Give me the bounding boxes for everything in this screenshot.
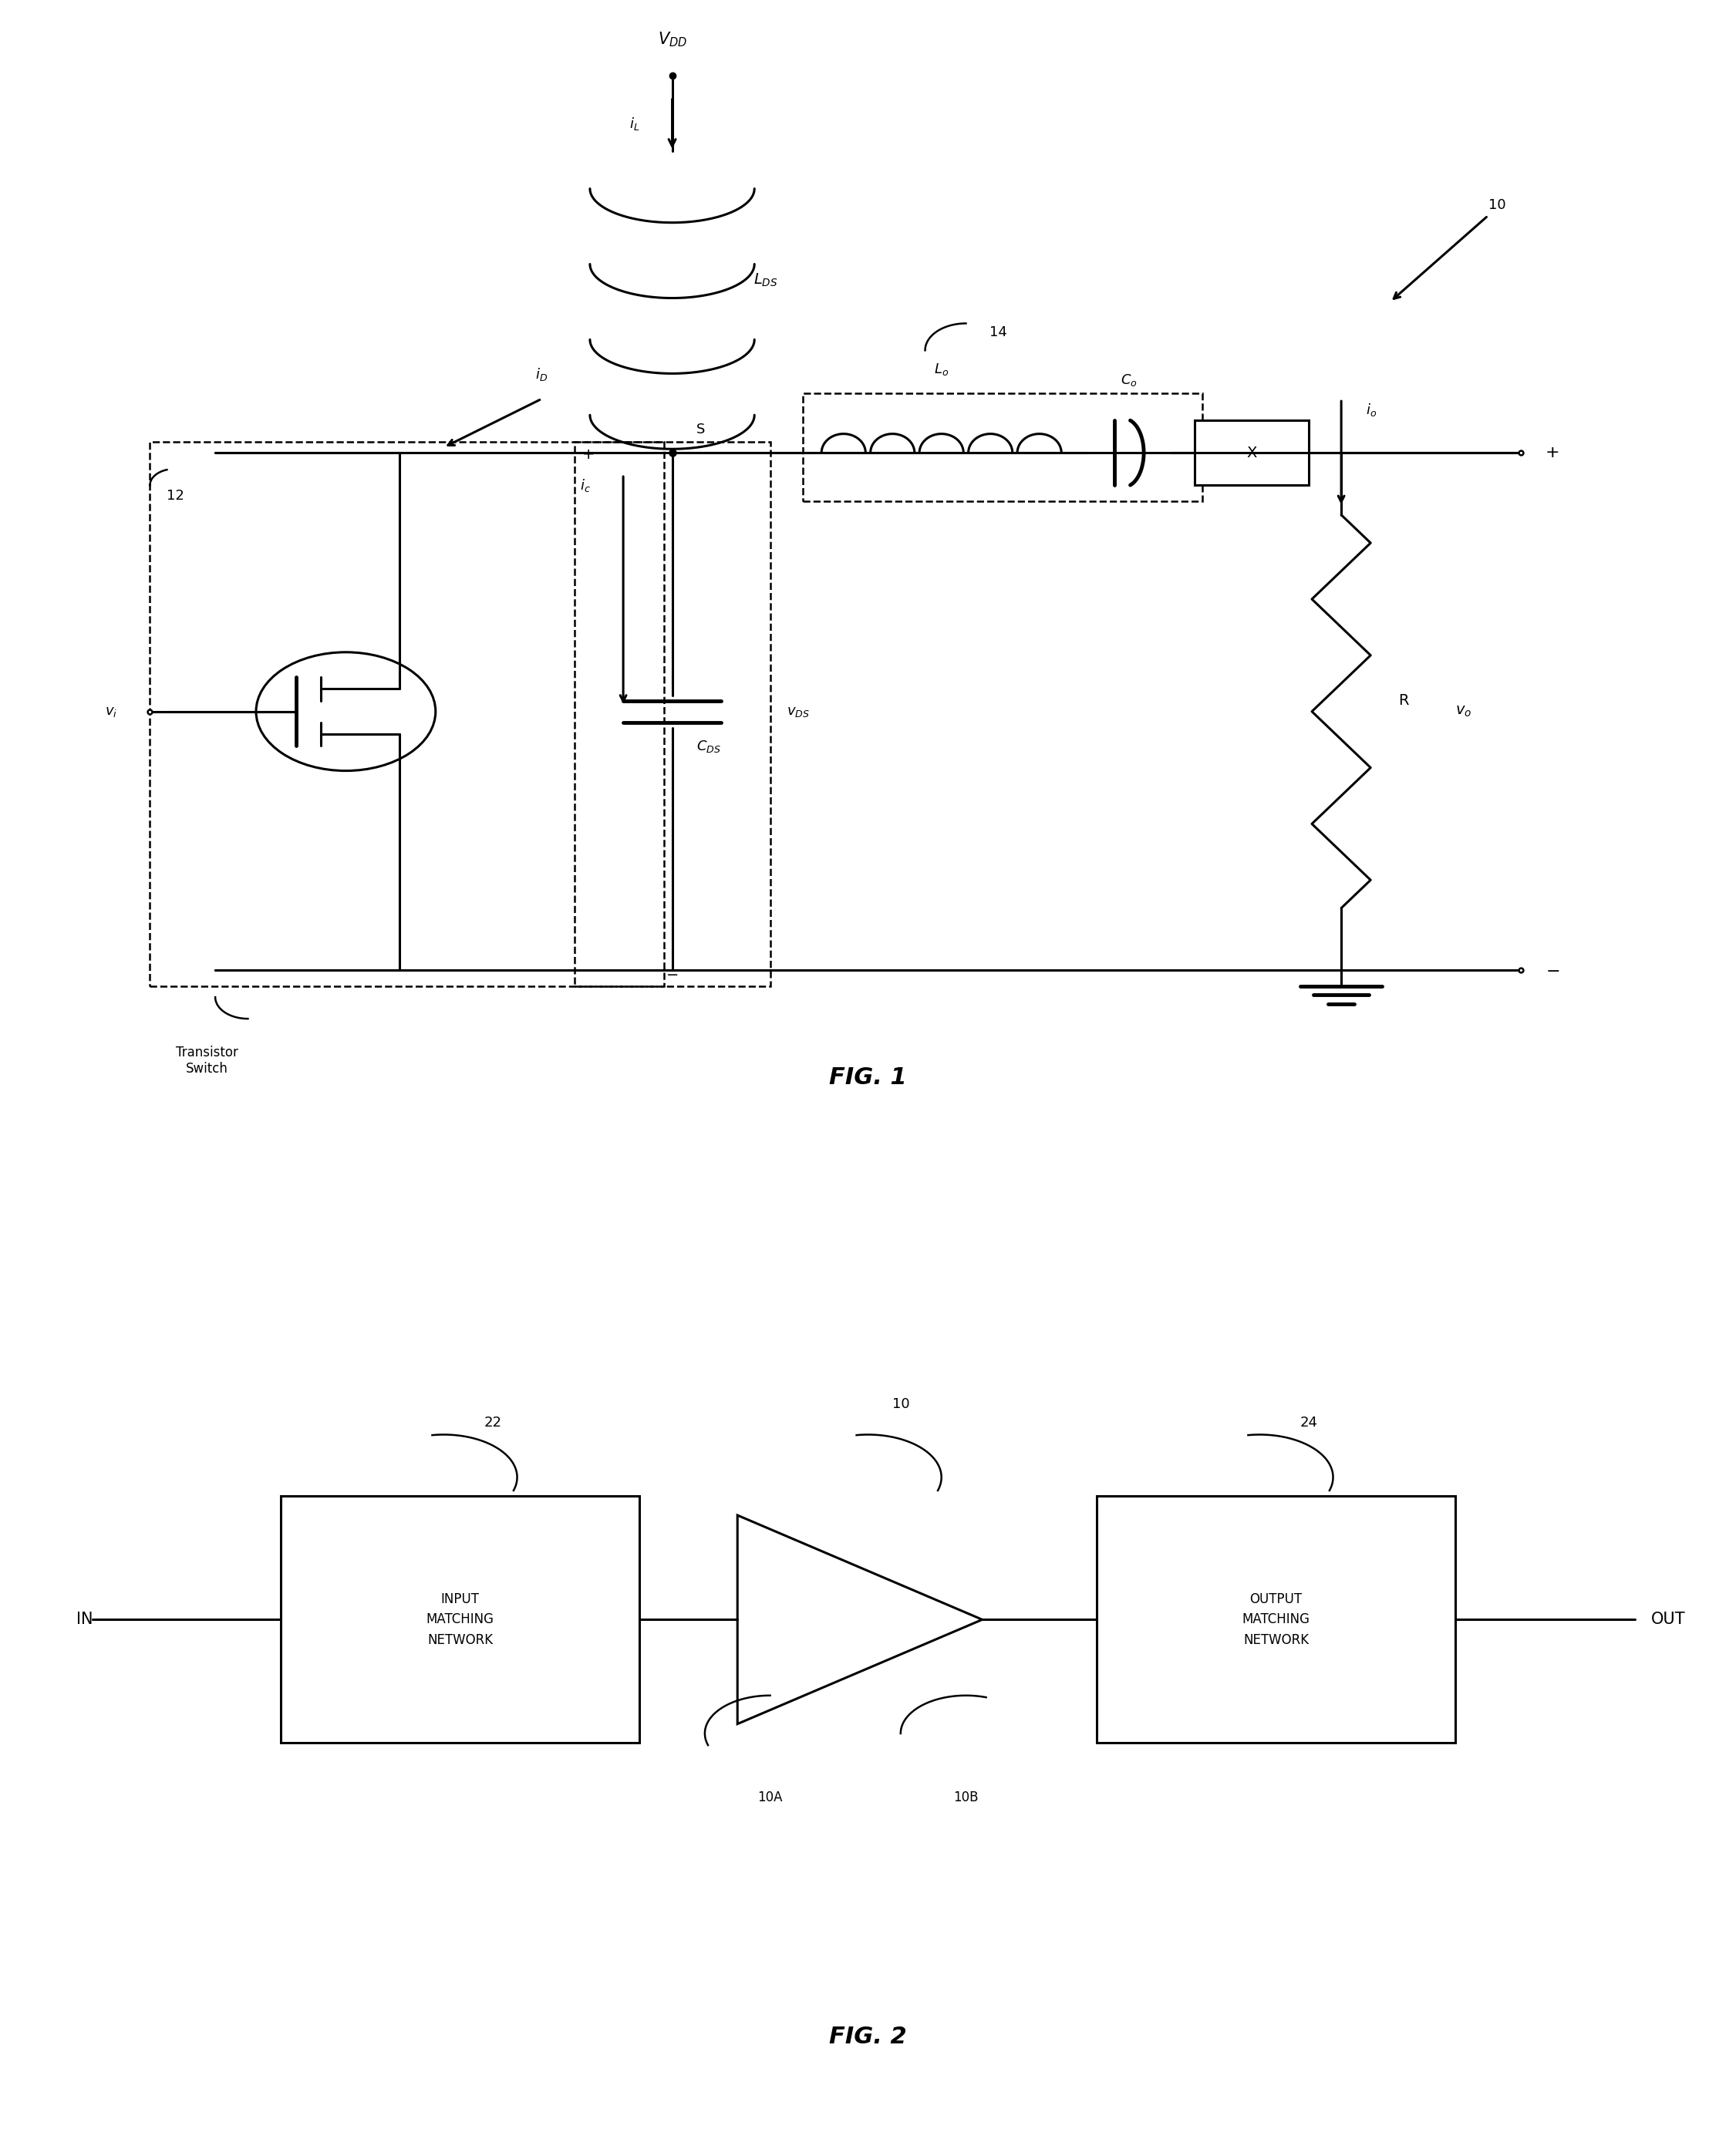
Text: 10A: 10A	[757, 1789, 783, 1805]
Text: $V_{DD}$: $V_{DD}$	[658, 30, 687, 47]
Text: $L_{DS}$: $L_{DS}$	[753, 272, 778, 289]
Text: $v_o$: $v_o$	[1455, 705, 1472, 718]
Text: 10B: 10B	[953, 1789, 979, 1805]
Text: $L_o$: $L_o$	[934, 362, 950, 377]
Text: 12: 12	[167, 489, 184, 502]
Text: $i_D$: $i_D$	[535, 367, 549, 384]
Text: OUTPUT
MATCHING
NETWORK: OUTPUT MATCHING NETWORK	[1241, 1593, 1311, 1647]
Text: R: R	[1397, 694, 1408, 707]
Text: $i_L$: $i_L$	[628, 116, 639, 132]
Text: 22: 22	[484, 1416, 502, 1429]
Text: $C_{DS}$: $C_{DS}$	[696, 737, 720, 755]
Text: S: S	[696, 423, 705, 436]
Text: +: +	[1545, 444, 1559, 461]
Text: 14: 14	[990, 326, 1007, 338]
Text: $v_i$: $v_i$	[104, 705, 118, 718]
Text: $-$: $-$	[667, 966, 679, 981]
Text: OUT: OUT	[1651, 1613, 1686, 1628]
Text: 10: 10	[1488, 198, 1505, 211]
Text: FIG. 1: FIG. 1	[830, 1067, 906, 1089]
Text: FIG. 2: FIG. 2	[830, 2027, 906, 2048]
Bar	[802, 392, 1203, 502]
Text: $i_c$: $i_c$	[580, 476, 590, 494]
Bar	[1194, 420, 1309, 485]
Text: 24: 24	[1300, 1416, 1318, 1429]
Text: +: +	[582, 448, 595, 461]
Text: $v_{DS}$: $v_{DS}$	[786, 705, 809, 718]
Text: $C_o$: $C_o$	[1121, 373, 1137, 388]
Text: INPUT
MATCHING
NETWORK: INPUT MATCHING NETWORK	[425, 1593, 495, 1647]
Text: IN: IN	[76, 1613, 94, 1628]
Bar	[149, 442, 663, 987]
Text: $i_o$: $i_o$	[1366, 401, 1377, 418]
Polygon shape	[738, 1516, 983, 1725]
Text: Transistor
Switch: Transistor Switch	[175, 1046, 238, 1076]
Bar	[575, 442, 771, 987]
Text: X: X	[1246, 446, 1257, 459]
Bar	[281, 1496, 639, 1742]
Text: $-$: $-$	[1545, 962, 1559, 979]
Text: 10: 10	[892, 1397, 910, 1410]
Bar	[1097, 1496, 1455, 1742]
